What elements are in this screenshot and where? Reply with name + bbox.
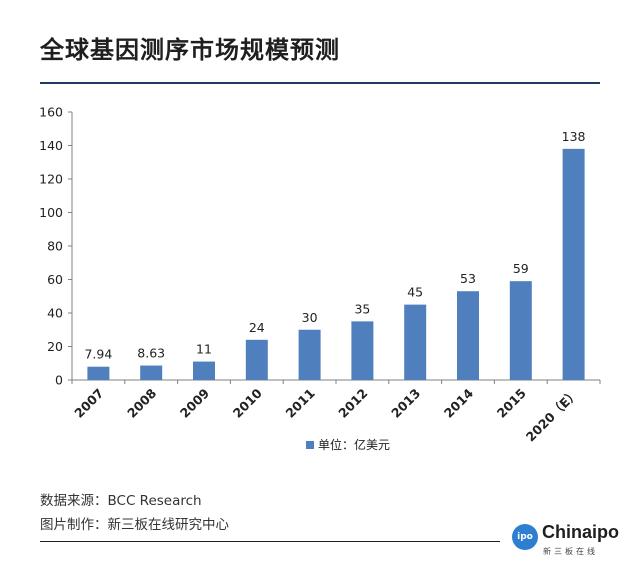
logo-name: Chinaipo bbox=[542, 522, 619, 542]
title-divider bbox=[40, 82, 600, 84]
data-label: 59 bbox=[513, 261, 529, 276]
footer-divider bbox=[40, 541, 500, 542]
x-tick-label: 2013 bbox=[388, 386, 423, 421]
x-tick-label: 2014 bbox=[441, 385, 476, 420]
y-tick-label: 120 bbox=[39, 172, 63, 187]
data-label: 45 bbox=[407, 285, 423, 300]
legend-swatch bbox=[306, 441, 314, 449]
x-tick-label: 2007 bbox=[71, 386, 106, 421]
y-tick-label: 40 bbox=[47, 306, 63, 321]
x-tick-label: 2008 bbox=[124, 386, 159, 421]
data-label: 8.63 bbox=[137, 346, 165, 361]
x-tick-label: 2020（E） bbox=[523, 386, 582, 445]
data-label: 24 bbox=[249, 320, 265, 335]
bar bbox=[351, 321, 374, 380]
y-tick-label: 140 bbox=[39, 138, 63, 153]
y-tick-label: 100 bbox=[39, 205, 63, 220]
data-label: 7.94 bbox=[84, 347, 112, 362]
source-note: 数据来源：BCC Research bbox=[40, 493, 202, 509]
x-tick-label: 2009 bbox=[177, 386, 212, 421]
logo-subtitle: 新三板在线 bbox=[543, 547, 598, 556]
bar bbox=[245, 339, 268, 380]
data-label: 35 bbox=[354, 301, 370, 316]
x-tick-label: 2012 bbox=[335, 386, 370, 421]
chart-title: 全球基因测序市场规模预测 bbox=[40, 36, 340, 64]
maker-note: 图片制作：新三板在线研究中心 bbox=[40, 517, 229, 533]
y-tick-label: 20 bbox=[47, 339, 63, 354]
bar bbox=[298, 329, 321, 380]
data-label: 53 bbox=[460, 271, 476, 286]
bar bbox=[509, 281, 532, 380]
x-tick-label: 2015 bbox=[494, 386, 529, 421]
chinaipo-logo: ipo Chinaipo 新三板在线 bbox=[512, 522, 622, 562]
data-label: 138 bbox=[562, 129, 586, 144]
x-tick-label: 2011 bbox=[283, 386, 318, 421]
y-tick-label: 80 bbox=[47, 239, 63, 254]
bar bbox=[457, 291, 479, 380]
bar bbox=[404, 304, 427, 380]
bar-chart: 0 20 40 60 80 100 120 140 160 7.94 2007 8.63 2008 11 2… bbox=[39, 105, 601, 452]
data-label: 30 bbox=[302, 310, 318, 325]
bar bbox=[193, 361, 215, 380]
bar bbox=[87, 366, 110, 380]
y-tick-label: 0 bbox=[55, 373, 63, 388]
y-tick-label: 160 bbox=[39, 105, 63, 120]
legend-label: 单位：亿美元 bbox=[318, 437, 390, 452]
data-label: 11 bbox=[196, 342, 212, 357]
bar bbox=[140, 365, 163, 380]
logo-badge: ipo bbox=[512, 524, 538, 550]
x-tick-label: 2010 bbox=[230, 385, 265, 420]
bar bbox=[562, 148, 585, 380]
y-tick-label: 60 bbox=[47, 272, 63, 287]
